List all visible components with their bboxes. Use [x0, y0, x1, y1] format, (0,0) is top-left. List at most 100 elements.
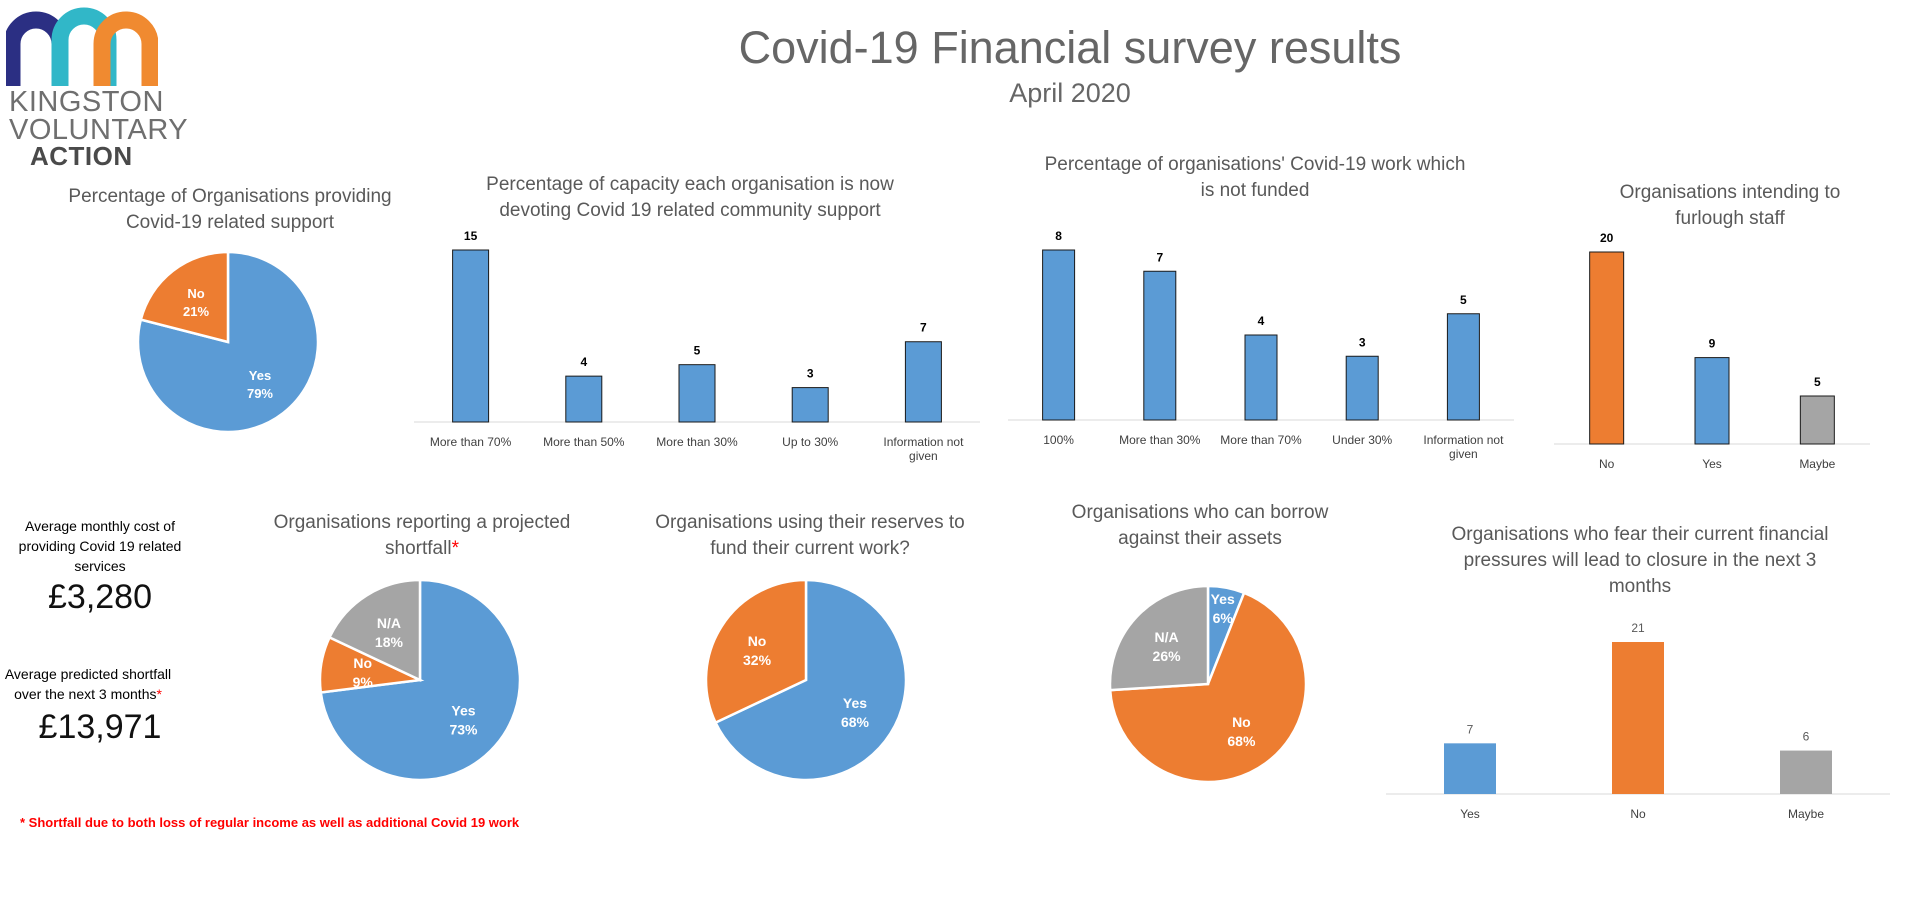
x-tick-label: Yes: [1702, 457, 1722, 471]
chart-closure: 7 Yes 21 No 6 Maybe: [1386, 621, 1890, 821]
pie-value-n-a: 18%: [375, 634, 404, 650]
x-tick-label: Maybe: [1799, 457, 1835, 471]
pie-slice-yes: [713, 578, 908, 782]
bar-value-label: 5: [694, 344, 701, 358]
pie-value-yes: 73%: [449, 721, 478, 737]
bar-up-to-30: [791, 387, 829, 423]
shortfall-value: £13,971: [38, 708, 162, 746]
bar-no: [1612, 642, 1664, 794]
bar-value-label: 5: [1460, 293, 1467, 307]
monthly-cost-label: Average monthly cost of providing Covid …: [18, 518, 182, 574]
x-tick-label: 100%: [1043, 433, 1074, 447]
bar-no: [1589, 251, 1625, 445]
pie-value-yes: 79%: [247, 386, 273, 401]
x-tick-label: More than 30%: [656, 435, 738, 449]
x-tick-label: No: [1599, 457, 1615, 471]
pie-slice-no: [139, 250, 230, 344]
shortfall-label: Average predicted shortfall over the nex…: [0, 664, 176, 704]
bar-more-than-70: [1244, 334, 1278, 421]
chart-title-capacity: Percentage of capacity each organisation…: [486, 174, 894, 221]
chart-reserves: Yes 68% No 32%: [704, 578, 908, 782]
monthly-cost-value: £3,280: [48, 578, 152, 616]
x-tick-label: More than 30%: [1119, 433, 1201, 447]
chart-title-support: Percentage of Organisations providing Co…: [68, 186, 392, 233]
bar-more-than-30: [1143, 270, 1177, 421]
bar-value-label: 7: [1467, 722, 1474, 736]
pie-label-no: No: [187, 286, 204, 301]
pie-value-yes: 68%: [841, 714, 870, 730]
bar-more-than-30: [678, 364, 716, 423]
bar-value-label: 5: [1814, 375, 1821, 389]
chart-title-shortfall-asterisk: *: [451, 538, 459, 559]
logo-text-line3: ACTION: [30, 141, 133, 171]
bar-under-30: [1345, 355, 1379, 421]
chart-notfunded: 8 100% 7 More than 30% 4 More than 70% 3 Under …: [1008, 229, 1514, 461]
page-title: Covid-19 Financial survey results: [738, 22, 1402, 73]
bar-information-not-given: [904, 341, 942, 423]
chart-title-reserves: Organisations using their reserves to fu…: [655, 512, 965, 559]
x-tick-label: Information not given: [1423, 433, 1504, 461]
x-tick-label: More than 50%: [543, 435, 625, 449]
bar-value-label: 7: [920, 321, 927, 335]
page-subtitle: April 2020: [1009, 78, 1131, 108]
bar-value-label: 8: [1055, 229, 1062, 243]
chart-support: Yes 79% No 21%: [136, 250, 320, 434]
bar-value-label: 4: [1258, 314, 1265, 328]
chart-borrow: Yes 6% No 68% N/A 26%: [1108, 584, 1308, 784]
pie-label-no: No: [748, 633, 767, 649]
pie-slice-no: [704, 578, 808, 725]
x-tick-label: More than 70%: [430, 435, 512, 449]
chart-title-shortfall: Organisations reporting a projected shor…: [262, 510, 582, 562]
x-tick-label: Yes: [1460, 807, 1480, 821]
logo-text-line2: VOLUNTARY: [9, 114, 189, 146]
bar-information-not-given: [1446, 313, 1480, 421]
chart-capacity: 15 More than 70% 4 More than 50% 5 More than …: [414, 229, 980, 463]
bar-yes: [1694, 357, 1730, 445]
bar-100: [1042, 249, 1076, 421]
bar-more-than-70: [452, 249, 490, 423]
bar-maybe: [1799, 395, 1835, 445]
x-tick-label: Under 30%: [1332, 433, 1392, 447]
bar-value-label: 15: [464, 229, 478, 243]
bar-value-label: 20: [1600, 231, 1614, 245]
bar-value-label: 21: [1631, 621, 1645, 635]
shortfall-label-asterisk: *: [156, 686, 162, 702]
pie-value-no: 32%: [743, 652, 772, 668]
x-tick-label: Maybe: [1788, 807, 1824, 821]
bar-value-label: 4: [580, 355, 587, 369]
pie-label-no: No: [353, 655, 372, 671]
pie-value-no: 9%: [353, 674, 374, 690]
chart-title-shortfall-text: Organisations reporting a projected shor…: [273, 512, 571, 559]
shortfall-label-text: Average predicted shortfall over the nex…: [4, 666, 172, 702]
pie-value-no: 68%: [1227, 733, 1256, 749]
pie-value-yes: 6%: [1213, 610, 1234, 626]
pie-value-n-a: 26%: [1153, 648, 1182, 664]
pie-label-yes: Yes: [451, 702, 475, 718]
pie-label-n-a: N/A: [1155, 629, 1179, 645]
kva-logo: KINGSTON VOLUNTARY ACTION: [3, 4, 188, 169]
pie-label-yes: Yes: [249, 368, 271, 383]
x-tick-label: No: [1630, 807, 1646, 821]
pie-slice-n-a: [327, 578, 422, 682]
pie-slice-n-a: [1108, 584, 1210, 692]
pie-value-no: 21%: [183, 304, 209, 319]
chart-title-closure: Organisations who fear their current fin…: [1451, 524, 1829, 597]
footnote: * Shortfall due to both loss of regular …: [20, 815, 520, 830]
x-tick-label: More than 70%: [1220, 433, 1302, 447]
x-tick-label: Information not given: [883, 435, 964, 463]
pie-slice-no: [1108, 591, 1308, 784]
chart-title-furlough: Organisations intending to furlough staf…: [1619, 182, 1841, 229]
pie-label-no: No: [1232, 714, 1251, 730]
x-tick-label: Up to 30%: [782, 435, 838, 449]
chart-shortfall: Yes 73% No 9% N/A 18%: [318, 578, 522, 782]
chart-title-borrow: Organisations who can borrow against the…: [1071, 502, 1329, 549]
bar-maybe: [1780, 750, 1832, 794]
pie-label-yes: Yes: [1211, 591, 1235, 607]
chart-title-notfunded: Percentage of organisations' Covid-19 wo…: [1044, 154, 1466, 201]
logo-text-line1: KINGSTON: [9, 86, 164, 118]
pie-label-yes: Yes: [843, 695, 867, 711]
bar-value-label: 6: [1803, 730, 1810, 744]
logo-arches-icon: [3, 7, 159, 86]
bar-value-label: 3: [1359, 335, 1366, 349]
bar-more-than-50: [565, 375, 603, 423]
